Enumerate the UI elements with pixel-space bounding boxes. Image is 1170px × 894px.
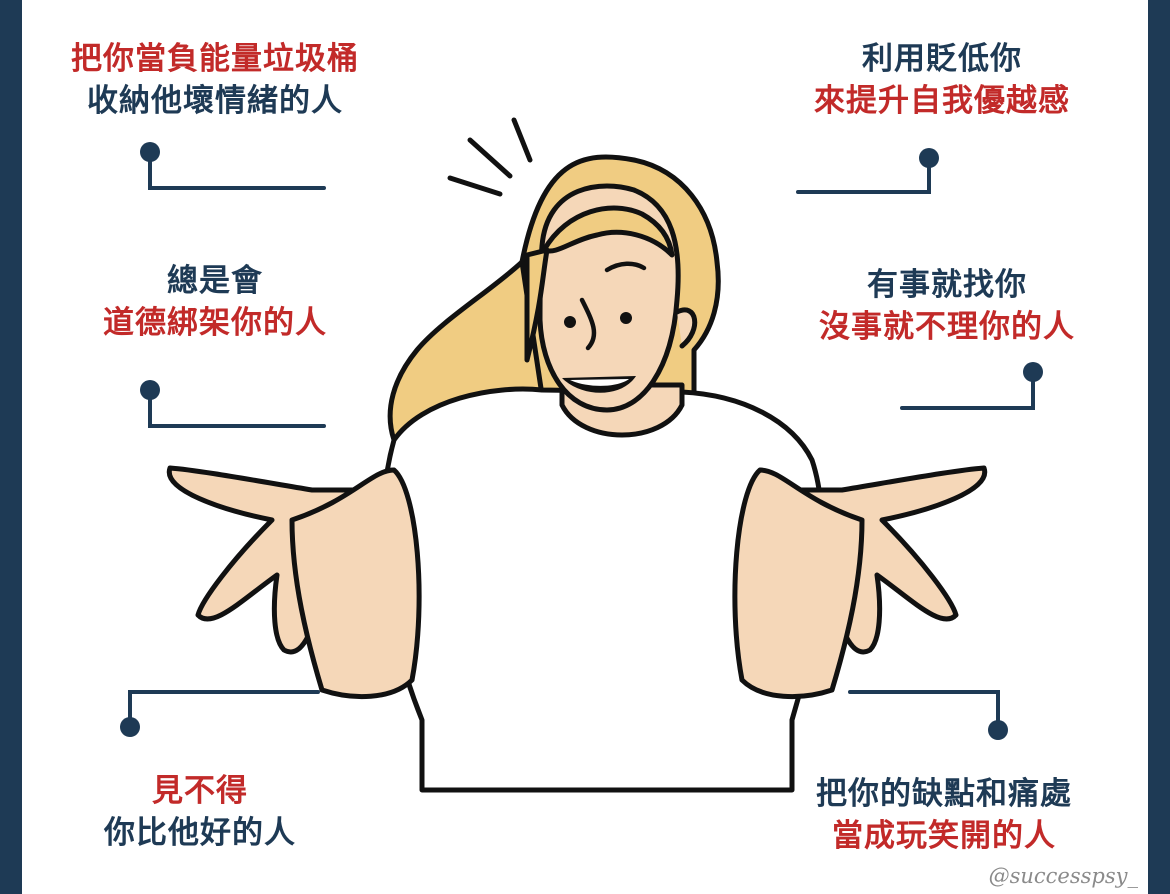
label-line: 收納他壞情緒的人	[87, 83, 343, 119]
label-middle-right: 有事就找你 沒事就不理你的人	[777, 264, 1117, 348]
label-line: 你比他好的人	[104, 815, 296, 851]
label-line: 當成玩笑開的人	[832, 818, 1056, 854]
watermark-handle: @successpsy_	[988, 864, 1138, 888]
label-top-right: 利用貶低你 來提升自我優越感	[772, 38, 1112, 122]
connector-dot	[120, 717, 140, 737]
connector-lines	[120, 142, 1043, 740]
label-line: 把你的缺點和痛處	[816, 776, 1072, 812]
connector-dot	[1023, 362, 1043, 382]
label-line: 把你當負能量垃圾桶	[71, 41, 359, 77]
connector-dot	[919, 148, 939, 168]
label-top-left: 把你當負能量垃圾桶 收納他壞情緒的人	[50, 38, 380, 122]
infographic-canvas: 把你當負能量垃圾桶 收納他壞情緒的人 利用貶低你 來提升自我優越感 總是會 道德…	[22, 0, 1148, 894]
label-line: 見不得	[152, 773, 248, 809]
label-bottom-left: 見不得 你比他好的人	[50, 770, 350, 854]
label-bottom-right: 把你的缺點和痛處 當成玩笑開的人	[764, 773, 1124, 857]
connector-dot	[988, 720, 1008, 740]
label-line: 道德綁架你的人	[103, 305, 327, 341]
shrugging-woman-illustration	[166, 117, 988, 793]
label-line: 沒事就不理你的人	[819, 309, 1075, 345]
label-line: 利用貶低你	[862, 41, 1022, 77]
label-line: 總是會	[167, 263, 263, 299]
connector-dot	[140, 380, 160, 400]
label-middle-left: 總是會 道德綁架你的人	[50, 260, 380, 344]
label-line: 有事就找你	[867, 267, 1027, 303]
connector-dot	[140, 142, 160, 162]
label-line: 來提升自我優越感	[814, 83, 1070, 119]
